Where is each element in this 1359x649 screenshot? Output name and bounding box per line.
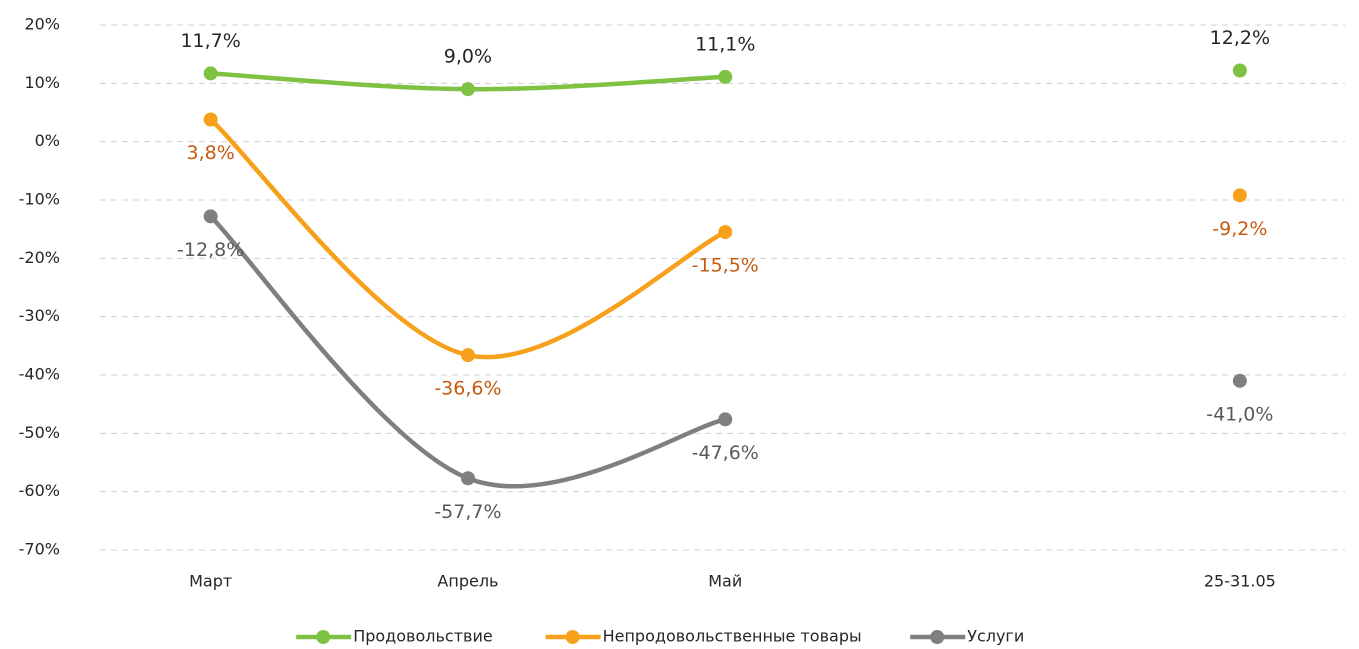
y-tick-label: 20% bbox=[24, 15, 60, 34]
point bbox=[203, 66, 218, 81]
legend-label: Непродовольственные товары bbox=[603, 627, 862, 646]
point bbox=[718, 69, 733, 84]
y-tick-label: -40% bbox=[19, 365, 60, 384]
data-label: -57,7% bbox=[434, 501, 501, 523]
y-tick-label: 0% bbox=[35, 131, 60, 150]
x-tick-label: Май bbox=[708, 572, 742, 591]
data-label: -12,8% bbox=[177, 239, 244, 261]
legend-label: Услуги bbox=[967, 627, 1024, 646]
legend-marker bbox=[565, 630, 580, 644]
x-tick-label: 25-31.05 bbox=[1204, 572, 1276, 591]
point bbox=[1232, 373, 1247, 388]
point bbox=[460, 471, 475, 486]
y-tick-label: -50% bbox=[19, 423, 60, 442]
y-tick-label: -70% bbox=[19, 540, 60, 559]
point bbox=[460, 82, 475, 97]
y-tick-label: -60% bbox=[19, 481, 60, 500]
point bbox=[203, 112, 218, 127]
point bbox=[203, 209, 218, 224]
legend-marker bbox=[316, 630, 331, 644]
point bbox=[460, 348, 475, 363]
data-label: -9,2% bbox=[1212, 218, 1267, 240]
data-label: -36,6% bbox=[434, 378, 501, 400]
data-label: 9,0% bbox=[444, 46, 492, 68]
y-tick-label: 10% bbox=[24, 73, 60, 92]
legend-label: Продовольствие bbox=[353, 627, 493, 646]
y-tick-label: -20% bbox=[19, 248, 60, 267]
data-label: 12,2% bbox=[1210, 27, 1270, 49]
x-tick-label: Апрель bbox=[437, 572, 498, 591]
legend-marker bbox=[930, 630, 945, 644]
data-label: 11,1% bbox=[695, 33, 755, 55]
point bbox=[718, 225, 733, 240]
data-label: -41,0% bbox=[1206, 403, 1273, 425]
point bbox=[718, 412, 733, 427]
x-tick-label: Март bbox=[189, 572, 232, 591]
point bbox=[1232, 63, 1247, 78]
data-label: 3,8% bbox=[187, 142, 235, 164]
y-tick-label: -10% bbox=[19, 190, 60, 209]
data-label: 11,7% bbox=[180, 30, 240, 52]
y-tick-label: -30% bbox=[19, 306, 60, 325]
data-label: -47,6% bbox=[692, 442, 759, 464]
point bbox=[1232, 188, 1247, 203]
data-label: -15,5% bbox=[692, 255, 759, 277]
